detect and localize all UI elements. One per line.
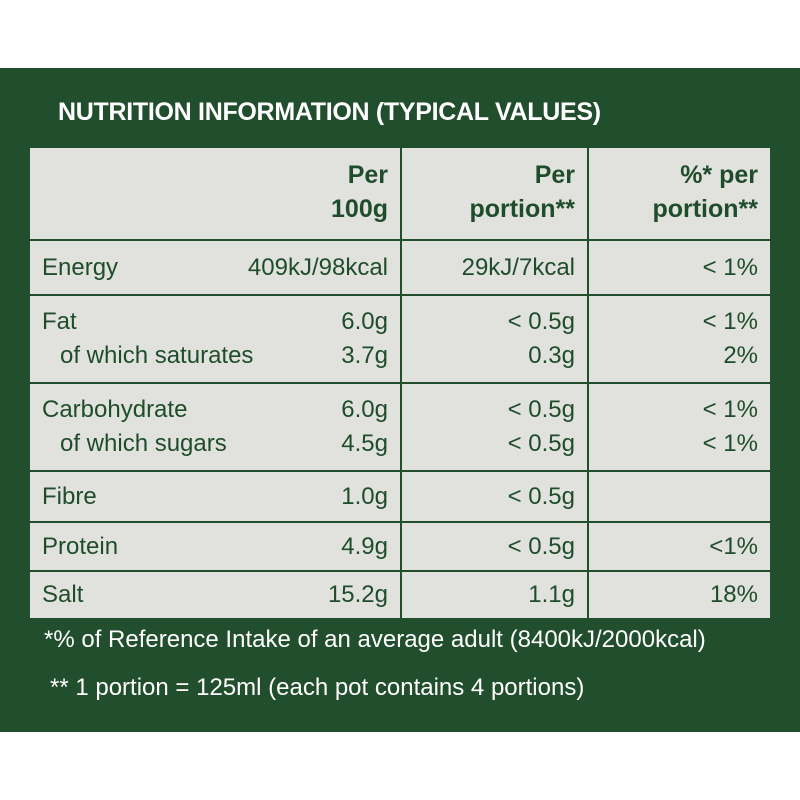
nutrient-value: < 0.5g: [507, 430, 575, 457]
nutrient-value: <1%: [709, 532, 758, 560]
nutrient-label: Salt: [42, 581, 84, 608]
footnote: ** 1 portion = 125ml (each pot contains …: [50, 674, 585, 701]
header-cell: [589, 148, 770, 239]
row-cell: [589, 384, 770, 470]
nutrient-value: 4.9g: [341, 532, 388, 560]
nutrient-value: 409kJ/98kcal: [247, 253, 388, 281]
nutrient-value: 1.0g: [341, 482, 388, 510]
row-cell: [30, 384, 400, 470]
footnote: *% of Reference Intake of an average adu…: [44, 626, 706, 653]
row-cell: [402, 472, 587, 521]
nutrient-label: Carbohydrate: [42, 396, 188, 423]
nutrient-value: < 1%: [702, 308, 758, 335]
nutrient-value: 0.3g: [528, 342, 575, 369]
nutrient-label: Fibre: [42, 482, 97, 510]
nutrient-value: < 0.5g: [507, 482, 575, 510]
nutrient-value: < 1%: [702, 253, 758, 281]
row-cell: [402, 384, 587, 470]
nutrient-label: Fat: [42, 308, 77, 335]
nutrient-value: 1.1g: [528, 581, 575, 608]
row-cell: [589, 241, 770, 294]
row-cell: [589, 572, 770, 618]
nutrient-value: 15.2g: [327, 581, 388, 608]
row-cell: [589, 523, 770, 570]
nutrient-value: 18%: [709, 581, 758, 608]
nutrient-label: of which sugars: [60, 430, 227, 457]
title: NUTRITION INFORMATION (TYPICAL VALUES): [58, 98, 601, 126]
header-cell: [30, 148, 400, 239]
nutrient-value: 6.0g: [341, 308, 388, 335]
nutrient-value: 6.0g: [341, 396, 388, 423]
row-cell: [30, 472, 400, 521]
row-cell: [589, 296, 770, 382]
row-cell: [402, 296, 587, 382]
nutrient-value: 3.7g: [341, 342, 388, 369]
nutrient-value: < 0.5g: [507, 396, 575, 423]
header-text: 100g: [331, 195, 388, 223]
header-text: Per: [347, 161, 388, 189]
header-text: portion**: [652, 195, 758, 223]
nutrient-value: < 0.5g: [507, 532, 575, 560]
row-cell: [589, 472, 770, 521]
nutrient-label: Energy: [42, 253, 119, 281]
nutrient-value: 4.5g: [341, 430, 388, 457]
nutrient-value: < 1%: [702, 430, 758, 457]
header-text: %* per: [680, 161, 758, 189]
header-text: portion**: [469, 195, 575, 223]
nutrient-label: of which saturates: [60, 342, 254, 369]
row-cell: [30, 241, 400, 294]
row-cell: [30, 296, 400, 382]
header-cell: [402, 148, 587, 239]
nutrient-value: 2%: [723, 342, 758, 369]
row-cell: [402, 241, 587, 294]
header-text: Per: [534, 161, 575, 189]
nutrient-value: < 1%: [702, 396, 758, 423]
row-cell: [402, 572, 587, 618]
row-cell: [30, 572, 400, 618]
nutrient-value: < 0.5g: [507, 308, 575, 335]
nutrient-label: Protein: [42, 532, 119, 560]
row-cell: [402, 523, 587, 570]
nutrient-value: 29kJ/7kcal: [461, 253, 575, 281]
row-cell: [30, 523, 400, 570]
